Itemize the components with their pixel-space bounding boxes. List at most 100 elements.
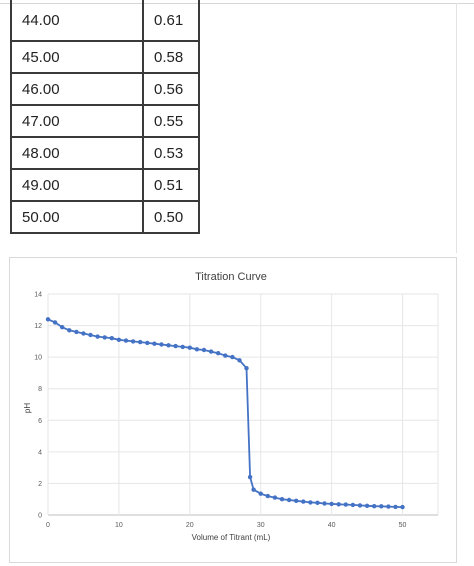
- data-point: [393, 504, 398, 510]
- titration-chart: Titration Curve Volume of Titrant (mL) p…: [9, 257, 457, 563]
- y-tick-label: 4: [38, 449, 42, 456]
- ph-cell: 0.58: [142, 40, 200, 74]
- data-point: [315, 500, 320, 505]
- data-point: [95, 334, 100, 339]
- data-point: [272, 495, 278, 500]
- x-tick-label: 40: [328, 522, 336, 529]
- data-series: [45, 317, 405, 510]
- y-tick-label: 0: [38, 513, 42, 520]
- top-divider: [0, 3, 474, 4]
- series-line: [47, 318, 403, 508]
- x-tick-label: 20: [186, 522, 194, 529]
- y-tick-label: 8: [38, 386, 42, 393]
- x-axis-label: Volume of Titrant (mL): [192, 533, 271, 542]
- x-tick-label: 10: [115, 522, 123, 529]
- data-point: [81, 331, 86, 336]
- ph-cell: 0.50: [142, 200, 200, 234]
- data-point: [294, 498, 299, 503]
- data-point: [187, 345, 192, 350]
- data-point: [329, 501, 334, 507]
- table-row: 46.00 0.56: [10, 72, 200, 106]
- volume-cell: 46.00: [10, 72, 144, 106]
- data-point: [60, 325, 65, 330]
- data-point: [88, 332, 93, 338]
- data-point: [45, 317, 51, 322]
- data-point: [109, 336, 115, 341]
- data-point: [258, 491, 263, 496]
- ph-cell: 0.56: [142, 72, 200, 106]
- chart-canvas: Titration Curve Volume of Titrant (mL) p…: [23, 271, 439, 542]
- data-point: [138, 339, 143, 345]
- data-point: [116, 337, 122, 342]
- data-point: [102, 335, 107, 340]
- data-point: [216, 351, 221, 356]
- table-row: 47.00 0.55: [10, 104, 200, 138]
- y-tick-label: 2: [38, 481, 42, 488]
- data-point: [180, 344, 185, 350]
- table-row: 49.00 0.51: [10, 168, 200, 202]
- data-point: [251, 487, 256, 492]
- x-tick-label: 30: [257, 522, 265, 529]
- volume-cell: 48.00: [10, 136, 144, 170]
- data-point: [286, 497, 292, 503]
- x-tick-label: 0: [46, 522, 50, 529]
- grid: [47, 293, 439, 516]
- data-point: [301, 499, 306, 504]
- chart-title: Titration Curve: [195, 271, 267, 283]
- data-point: [152, 341, 157, 346]
- data-point: [159, 342, 164, 347]
- volume-cell: 44.00: [10, 0, 144, 42]
- ph-cell: 0.55: [142, 104, 200, 138]
- data-point: [145, 340, 150, 346]
- data-point: [194, 347, 200, 352]
- data-point: [247, 474, 253, 480]
- y-axis-label: pH: [23, 403, 32, 413]
- data-point: [74, 329, 79, 335]
- data-point: [400, 504, 405, 510]
- data-point: [357, 503, 363, 508]
- data-point: [343, 502, 348, 507]
- data-point: [173, 343, 178, 349]
- data-point: [130, 339, 136, 344]
- table-row: 44.00 0.61: [10, 0, 200, 42]
- y-tick-label: 10: [34, 355, 42, 362]
- data-table-container: 44.00 0.61 45.00 0.58 46.00 0.56 47.00 0.55 48.0…: [10, 0, 200, 234]
- data-point: [230, 354, 235, 360]
- data-point: [67, 328, 72, 333]
- tick-labels: 0 2 4 6 8 10 12 14 0 10 20 30 40 50: [34, 292, 406, 530]
- data-point: [350, 502, 356, 508]
- volume-cell: 49.00: [10, 168, 144, 202]
- data-point: [372, 504, 377, 509]
- data-point: [364, 503, 370, 508]
- data-point: [244, 366, 249, 371]
- table-row: 50.00 0.50: [10, 200, 200, 234]
- y-tick-label: 6: [38, 418, 42, 425]
- x-tick-label: 50: [399, 522, 407, 529]
- data-point: [237, 358, 242, 363]
- data-point: [379, 504, 384, 509]
- volume-cell: 47.00: [10, 104, 144, 138]
- volume-cell: 50.00: [10, 200, 144, 234]
- data-point: [386, 504, 391, 509]
- y-tick-label: 14: [34, 292, 42, 299]
- data-point: [336, 502, 341, 507]
- data-point: [322, 501, 327, 506]
- ph-cell: 0.53: [142, 136, 200, 170]
- data-point: [308, 500, 313, 505]
- ph-cell: 0.61: [142, 0, 200, 42]
- table-row: 48.00 0.53: [10, 136, 200, 170]
- data-point: [265, 493, 270, 499]
- data-point: [166, 343, 171, 348]
- y-tick-label: 12: [34, 323, 42, 330]
- ph-cell: 0.51: [142, 168, 200, 202]
- data-point: [52, 320, 58, 325]
- right-divider: [456, 3, 457, 253]
- table-row: 45.00 0.58: [10, 40, 200, 74]
- data-point: [208, 349, 214, 354]
- data-point: [123, 338, 129, 343]
- data-point: [279, 497, 285, 502]
- data-table: 44.00 0.61 45.00 0.58 46.00 0.56 47.00 0.55 48.0…: [10, 0, 200, 234]
- data-point: [201, 347, 207, 353]
- data-point: [223, 353, 228, 358]
- volume-cell: 45.00: [10, 40, 144, 74]
